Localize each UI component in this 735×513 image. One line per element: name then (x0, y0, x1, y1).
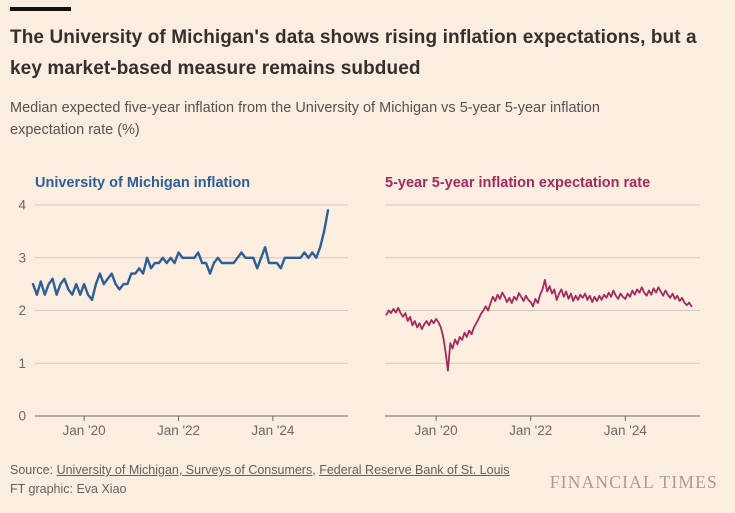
x-tick-label: Jan '24 (251, 423, 295, 438)
graphic-credit: FT graphic: Eva Xiao (10, 482, 127, 496)
series-label-expectation-rate: 5-year 5-year inflation expectation rate (385, 175, 651, 191)
ft-logo: FINANCIAL TIMES (549, 472, 718, 492)
source-separator: , (312, 463, 320, 477)
y-tick-label: 1 (18, 356, 26, 371)
x-tick-label: Jan '22 (509, 423, 552, 438)
x-tick-label: Jan '22 (157, 423, 200, 438)
kicker-bar (10, 7, 71, 11)
series-line (31, 209, 330, 302)
x-tick-label: Jan '24 (604, 423, 648, 438)
expectation-rate-chart: Jan '20 Jan '22 Jan '24 (385, 204, 700, 438)
y-tick-label: 2 (18, 303, 26, 318)
chart-subtitle: Median expected five-year inflation from… (10, 100, 600, 138)
series-line (385, 279, 693, 372)
footer: Source: University of Michigan, Surveys … (10, 461, 510, 499)
y-tick-label: 0 (18, 409, 26, 424)
page-title: The University of Michigan's data shows … (10, 27, 697, 79)
y-tick-label: 3 (18, 250, 26, 265)
y-tick-label: 4 (18, 198, 26, 213)
series-label-michigan: University of Michigan inflation (35, 175, 251, 191)
source-link-st-louis[interactable]: Federal Reserve Bank of St. Louis (319, 463, 510, 477)
source-prefix: Source: (10, 463, 54, 477)
x-tick-label: Jan '20 (63, 423, 106, 438)
source-link-michigan[interactable]: University of Michigan, Surveys of Consu… (56, 463, 313, 477)
x-tick-label: Jan '20 (415, 423, 458, 438)
source-line: Source: University of Michigan, Surveys … (10, 461, 510, 480)
michigan-inflation-chart: 0 1 2 3 4 Jan '20 Jan '22 Jan '24 (18, 198, 348, 438)
